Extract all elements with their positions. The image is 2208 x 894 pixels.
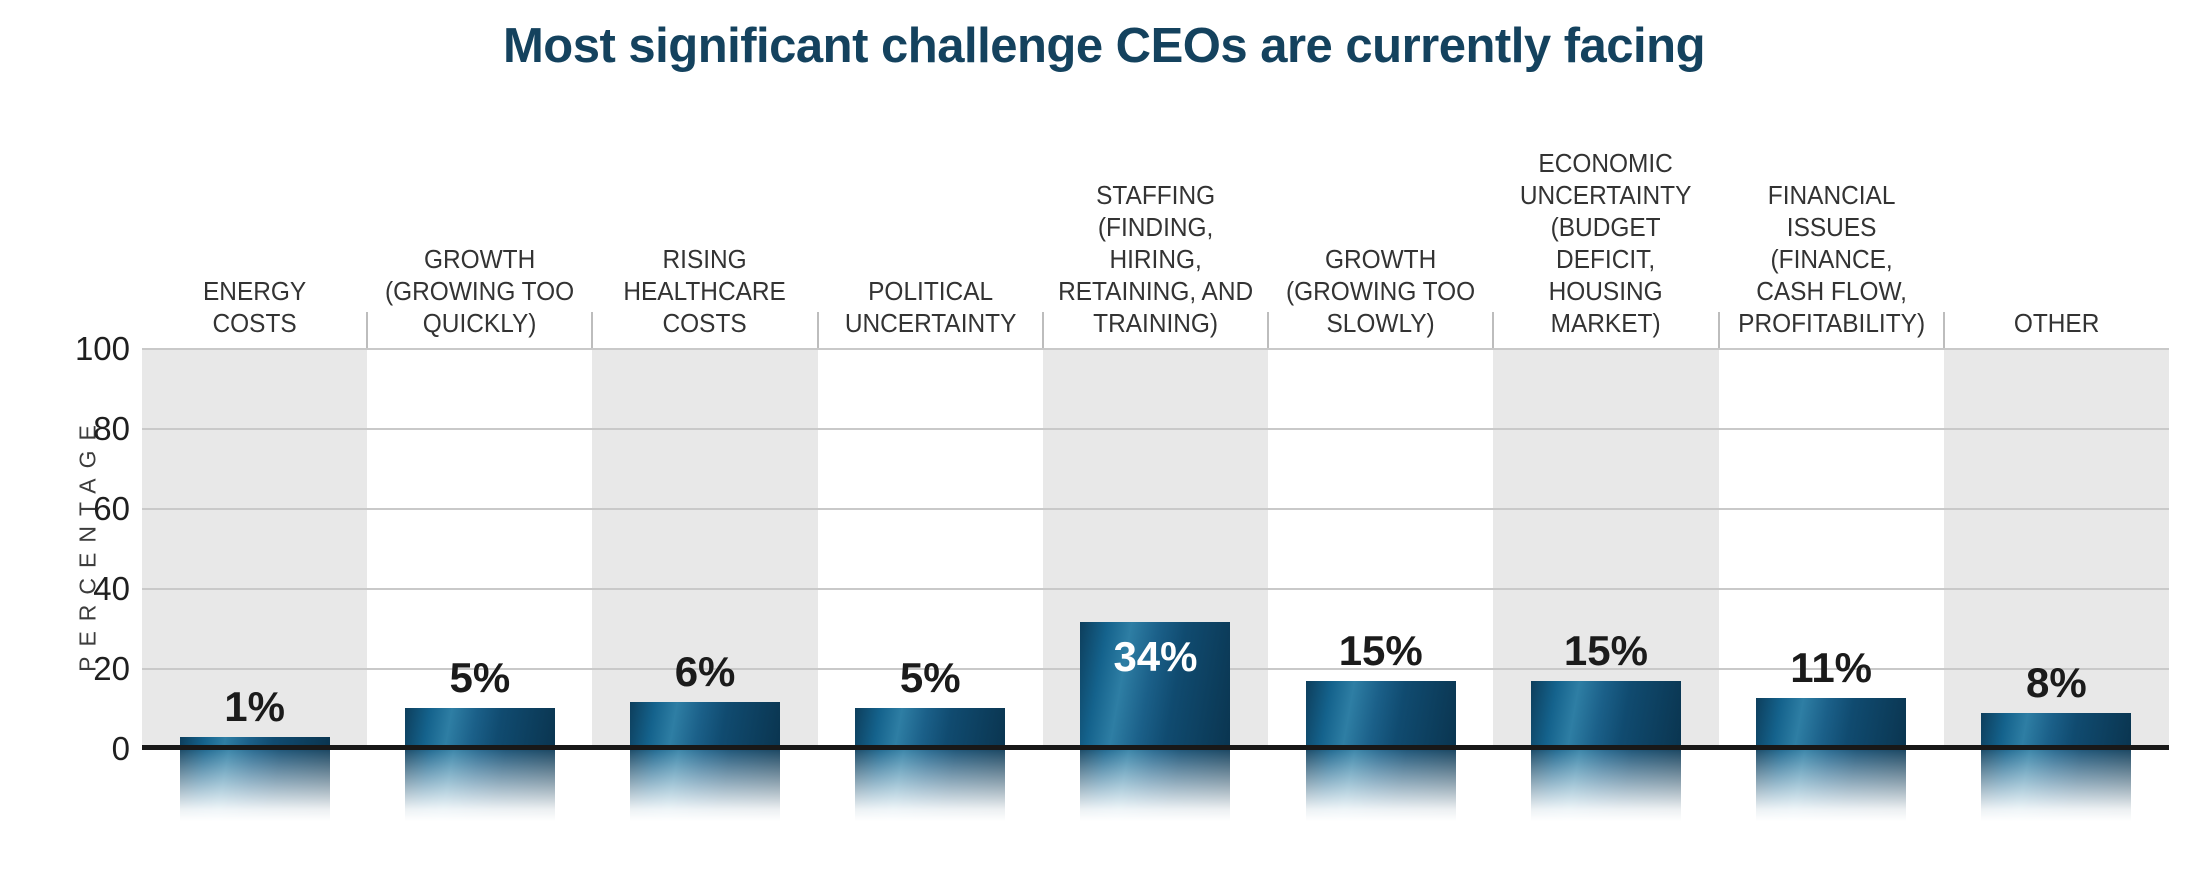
category-separators <box>142 312 2169 348</box>
bar-reflection <box>855 750 1006 824</box>
bar-cell: 11% <box>1719 348 1944 748</box>
bar-reflection <box>179 750 330 824</box>
column-separator <box>1717 312 1720 348</box>
bar-value-label: 1% <box>224 683 285 730</box>
bar-reflections <box>142 750 2169 824</box>
bar-reflection <box>630 750 781 824</box>
bar-value-label: 6% <box>674 648 736 695</box>
bar <box>630 702 781 748</box>
bar <box>1530 681 1681 748</box>
column-separator <box>816 312 819 348</box>
gridline <box>142 428 2169 430</box>
reflection-cell <box>142 750 367 824</box>
column-separator <box>366 312 369 348</box>
bar-cell: 8% <box>1944 348 2169 748</box>
column-label: ECONOMIC UNCERTAINTY (BUDGET DEFICIT, HO… <box>1520 148 1692 338</box>
bar-reflection <box>1756 750 1907 824</box>
column-band-white <box>817 348 1043 748</box>
bar <box>1981 713 2132 748</box>
column-band-gray <box>592 348 818 748</box>
bar-value-label: 11% <box>1790 644 1873 691</box>
column-band-gray <box>1943 348 2169 748</box>
gridline <box>142 508 2169 510</box>
reflection-cell <box>1268 750 1493 824</box>
bar-reflection <box>1080 750 1231 824</box>
bar-cell: 15% <box>1493 348 1718 748</box>
column-band-white <box>1718 348 1944 748</box>
column-label: STAFFING (FINDING, HIRING, RETAINING, AN… <box>1057 180 1254 338</box>
bar-reflection <box>1981 750 2132 824</box>
reflection-cell <box>818 750 1043 824</box>
bar <box>1305 681 1456 748</box>
bar <box>1080 622 1231 748</box>
column-label: GROWTH (GROWING TOO SLOWLY) <box>1286 244 1476 338</box>
y-tick-label: 60 <box>93 490 130 527</box>
column-separator <box>1492 312 1495 348</box>
column-band-white <box>367 348 593 748</box>
column-band-gray <box>142 348 368 748</box>
bar-cell: 5% <box>367 348 592 748</box>
bar <box>179 737 330 748</box>
bar-value-label: 15% <box>1563 627 1648 674</box>
reflection-cell <box>1043 750 1268 824</box>
gridline <box>142 588 2169 590</box>
bar <box>1756 698 1907 748</box>
bar-reflection <box>1530 750 1681 824</box>
bar-value-label: 8% <box>2026 659 2087 706</box>
bars-layer: 1% 5% 6% 5% 34% 15% 15% 11% 8% <box>142 348 2169 748</box>
bar-cell: 15% <box>1268 348 1493 748</box>
plot-area: 1% 5% 6% 5% 34% 15% 15% 11% 8% <box>142 348 2169 748</box>
bar-reflection <box>404 750 555 824</box>
reflection-cell <box>1493 750 1718 824</box>
category-label-row: ENERGY COSTS GROWTH (GROWING TOO QUICKLY)… <box>142 95 2169 348</box>
y-tick-label: 100 <box>74 330 130 367</box>
bar-value-label: 5% <box>449 654 511 701</box>
column-separator <box>591 312 594 348</box>
bar-reflection <box>1305 750 1456 824</box>
reflection-cell <box>1944 750 2169 824</box>
reflection-cell <box>1719 750 1944 824</box>
reflection-cell <box>592 750 817 824</box>
column-separator <box>1942 312 1945 348</box>
bar-value-label: 34% <box>1113 633 1198 680</box>
bar-cell: 34% <box>1043 348 1268 748</box>
bar-value-label: 5% <box>899 654 961 701</box>
column-label: GROWTH (GROWING TOO QUICKLY) <box>385 244 575 338</box>
column-label: OTHER <box>2013 308 2100 338</box>
bar-cell: 5% <box>818 348 1043 748</box>
bar <box>855 708 1006 748</box>
y-tick-label: 40 <box>93 570 130 607</box>
column-separator <box>1041 312 1044 348</box>
chart-title: Most significant challenge CEOs are curr… <box>502 19 1706 73</box>
column-label: RISING HEALTHCARE COSTS <box>623 244 787 338</box>
reflection-cell <box>367 750 592 824</box>
bar-cell: 6% <box>592 348 817 748</box>
gridline <box>142 348 2169 350</box>
zero-baseline <box>142 745 2169 750</box>
y-tick-label: 80 <box>93 410 130 447</box>
bar-cell: 1% <box>142 348 367 748</box>
y-tick-label: 20 <box>93 650 130 687</box>
bar-value-label: 15% <box>1338 627 1423 674</box>
column-label: POLITICAL UNCERTAINTY <box>844 276 1017 338</box>
bar <box>404 708 555 748</box>
column-separator <box>1267 312 1270 348</box>
y-tick-label: 0 <box>111 730 130 767</box>
column-label: ENERGY COSTS <box>202 276 307 338</box>
column-label: FINANCIAL ISSUES (FINANCE, CASH FLOW, PR… <box>1737 180 1925 338</box>
